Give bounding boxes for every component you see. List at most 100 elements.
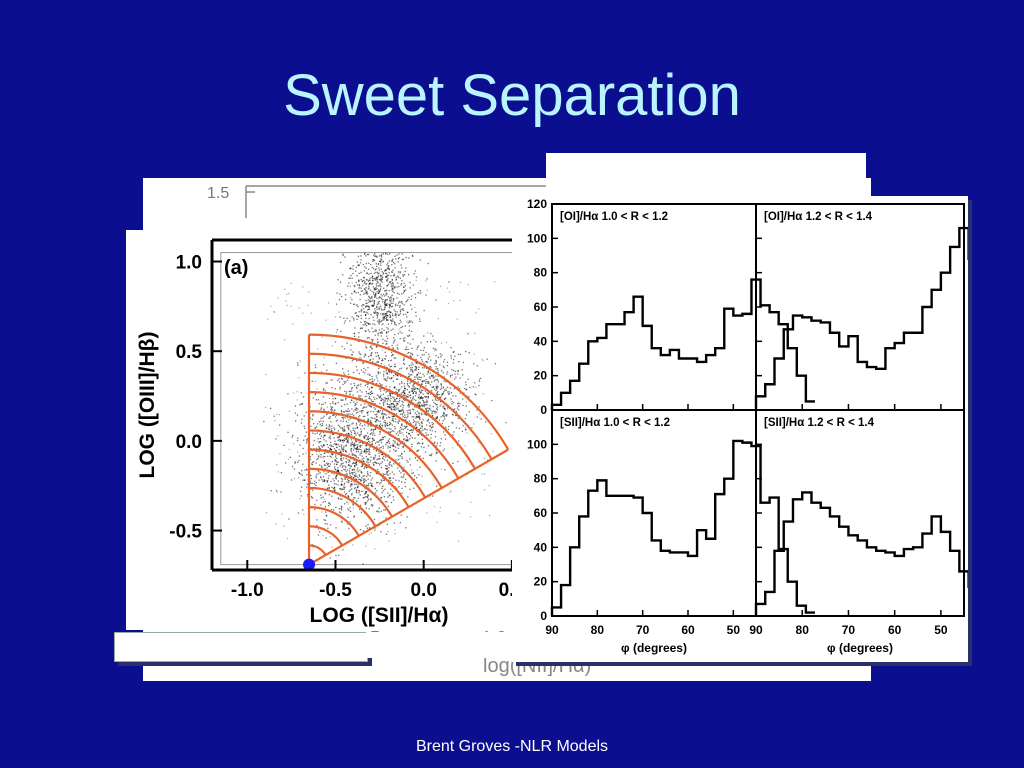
scatter-point (276, 464, 278, 466)
scatter-point (402, 394, 404, 396)
scatter-point (401, 400, 403, 402)
scatter-point (425, 361, 427, 363)
scatter-point (371, 338, 373, 341)
scatter-point (397, 455, 400, 457)
scatter-point (355, 479, 358, 481)
scatter-point (395, 450, 397, 452)
scatter-point (390, 431, 392, 433)
scatter-point (381, 438, 383, 440)
scatter-point (385, 314, 387, 316)
scatter-point (387, 474, 389, 476)
scatter-point (421, 427, 423, 429)
scatter-point (426, 407, 428, 409)
scatter-point (408, 373, 410, 375)
scatter-point (368, 317, 370, 320)
scatter-point (382, 401, 385, 404)
scatter-point (373, 291, 375, 293)
scatter-point (428, 353, 430, 355)
scatter-point (461, 430, 464, 432)
scatter-point (368, 483, 370, 485)
scatter-point (376, 276, 378, 278)
scatter-point (388, 406, 391, 409)
scatter-point (355, 312, 357, 314)
scatter-point (403, 425, 406, 427)
scatter-point (360, 431, 362, 433)
scatter-point (383, 302, 386, 304)
scatter-point (385, 292, 387, 294)
scatter-point (353, 474, 356, 477)
scatter-point (394, 333, 396, 336)
scatter-point (399, 271, 401, 273)
scatter-point (285, 300, 287, 302)
scatter-point (263, 420, 265, 423)
scatter-point (356, 446, 358, 448)
scatter-point (380, 258, 382, 260)
scatter-point (337, 469, 339, 471)
scatter-point (433, 376, 435, 378)
scatter-point (418, 412, 420, 414)
scatter-point (397, 434, 399, 436)
scatter-point (386, 304, 388, 307)
scatter-point (396, 408, 398, 410)
scatter-point (342, 449, 344, 451)
scatter-point (388, 479, 390, 481)
scatter-point (338, 508, 340, 510)
scatter-point (355, 491, 357, 493)
scatter-point (386, 327, 388, 329)
x-tick-label: 70 (842, 623, 856, 637)
scatter-point (373, 303, 375, 305)
scatter-point (390, 283, 392, 285)
scatter-point (417, 376, 419, 378)
scatter-point (356, 369, 358, 371)
scatter-point (374, 529, 376, 531)
scatter-point (450, 490, 452, 492)
scatter-point (372, 434, 374, 436)
scatter-point (465, 389, 467, 391)
scatter-point (381, 298, 383, 300)
scatter-point (335, 461, 338, 463)
scatter-point (346, 474, 348, 476)
scatter-point (350, 349, 352, 351)
scatter-point (398, 444, 400, 446)
scatter-point (420, 446, 423, 448)
scatter-point (393, 321, 395, 323)
scatter-point (410, 304, 412, 306)
scatter-point (329, 444, 331, 446)
scatter-point (344, 382, 346, 384)
scatter-point (340, 458, 342, 460)
scatter-point (369, 482, 371, 484)
scatter-point (403, 473, 405, 475)
scatter-point (421, 404, 424, 406)
scatter-point (340, 444, 343, 446)
scatter-point (310, 475, 312, 477)
scatter-point (428, 356, 430, 358)
scatter-point (311, 418, 313, 420)
scatter-point (399, 305, 401, 307)
scatter-point (352, 499, 354, 501)
scatter-point (423, 380, 425, 382)
scatter-point (306, 494, 309, 496)
scatter-point (340, 505, 342, 507)
scatter-point (388, 438, 390, 440)
scatter-point (353, 415, 355, 417)
scatter-point (341, 446, 343, 448)
scatter-point (491, 399, 493, 402)
scatter-point (347, 421, 349, 423)
scatter-point (276, 413, 278, 415)
scatter-point (418, 366, 420, 368)
scatter-point (376, 382, 378, 385)
scatter-point (303, 439, 305, 441)
scatter-point (409, 464, 411, 466)
scatter-point (371, 352, 373, 354)
y-tick-label: 60 (534, 300, 548, 314)
scatter-point (365, 255, 367, 257)
scatter-point (374, 398, 376, 400)
x-tick-label: -0.5 (319, 580, 352, 601)
scatter-point (386, 313, 388, 315)
scatter-point (440, 383, 442, 385)
scatter-point (415, 366, 417, 368)
scatter-point (366, 438, 368, 441)
scatter-point (375, 375, 377, 377)
scatter-point (399, 426, 402, 429)
scatter-point (376, 418, 378, 421)
